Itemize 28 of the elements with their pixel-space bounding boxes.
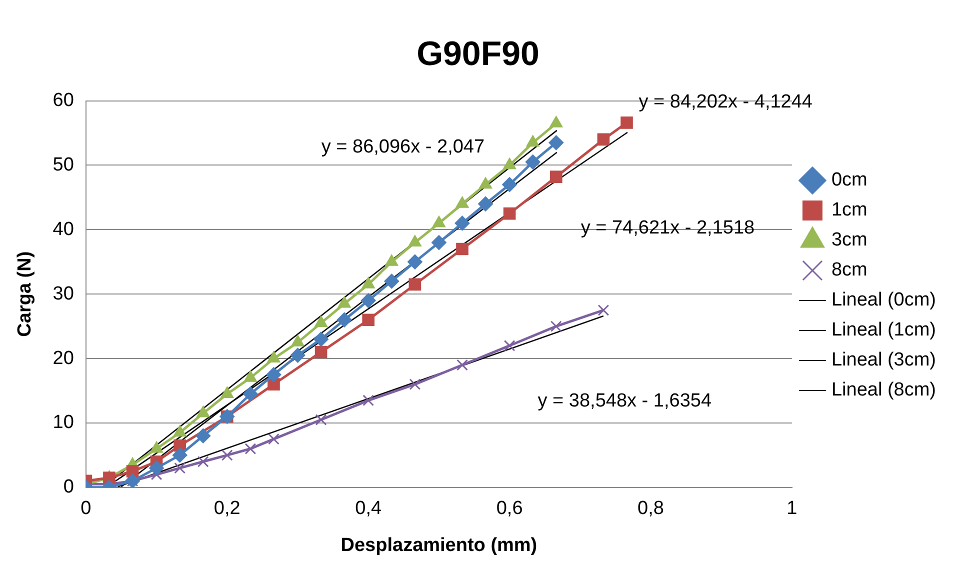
legend-label: 1cm	[831, 200, 868, 221]
annotation: y = 38,548x - 1,6354	[538, 390, 712, 412]
y-axis-title: Carga (N)	[14, 251, 36, 337]
x-tick-label: 0,4	[355, 498, 382, 520]
y-tick-label: 40	[52, 218, 74, 240]
x-tick-label: 1	[786, 498, 798, 520]
legend-label: Lineal (0cm)	[831, 290, 936, 311]
y-tick-label: 50	[52, 154, 74, 176]
legend-label: Lineal (3cm)	[831, 350, 936, 371]
chart-title: G90F90	[416, 34, 540, 73]
legend-label: 3cm	[831, 230, 868, 251]
y-tick-label: 60	[52, 90, 74, 112]
annotation: y = 74,621x - 2,1518	[580, 218, 755, 239]
legend-label: 8cm	[831, 260, 868, 281]
legend-label: 0cm	[831, 170, 868, 191]
legend-label: Lineal (1cm)	[831, 320, 936, 341]
annotation: y = 84,202x - 4,1244	[638, 91, 813, 112]
annotation: y = 86,096x - 2,047	[321, 136, 485, 158]
y-tick-label: 10	[52, 412, 74, 434]
y-tick-label: 0	[63, 476, 74, 498]
y-tick-label: 30	[52, 283, 74, 304]
x-axis-title: Desplazamiento (mm)	[340, 534, 538, 556]
x-tick-label: 0	[80, 498, 92, 520]
x-tick-label: 0,2	[214, 498, 240, 520]
x-tick-label: 0,8	[638, 498, 664, 520]
y-tick-label: 20	[52, 348, 74, 369]
x-tick-label: 0,6	[496, 498, 523, 520]
legend-label: Lineal (8cm)	[831, 380, 936, 401]
